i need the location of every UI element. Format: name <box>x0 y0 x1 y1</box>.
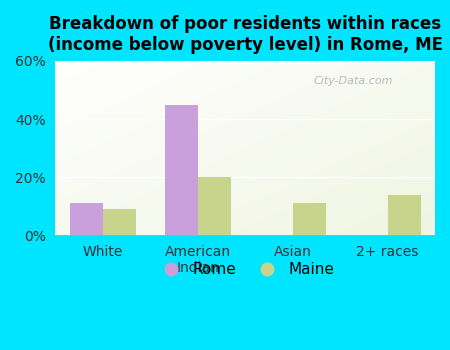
Title: Breakdown of poor residents within races
(income below poverty level) in Rome, M: Breakdown of poor residents within races… <box>48 15 443 54</box>
Text: City-Data.com: City-Data.com <box>314 76 393 86</box>
Bar <box>292 203 326 236</box>
Bar <box>70 203 103 236</box>
Bar <box>387 195 421 236</box>
Bar <box>165 105 198 236</box>
Bar <box>198 177 231 236</box>
Bar <box>103 209 136 236</box>
Legend: Rome, Maine: Rome, Maine <box>150 256 341 284</box>
